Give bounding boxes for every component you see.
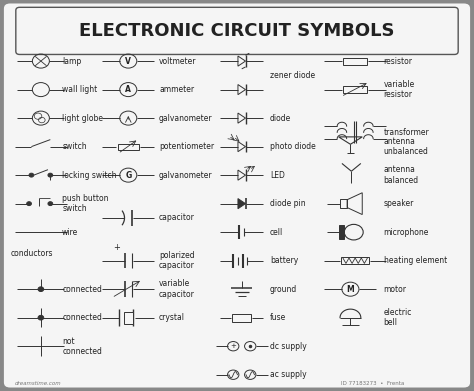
Text: switch: switch bbox=[62, 142, 87, 151]
Text: dc supply: dc supply bbox=[270, 342, 307, 351]
Text: heating element: heating element bbox=[383, 256, 447, 265]
FancyBboxPatch shape bbox=[16, 7, 458, 54]
Bar bbox=[232, 314, 251, 321]
Text: connected: connected bbox=[62, 285, 102, 294]
Text: zener diode: zener diode bbox=[270, 71, 315, 80]
Text: resistor: resistor bbox=[383, 57, 412, 66]
Text: V: V bbox=[125, 57, 131, 66]
Text: wall light: wall light bbox=[62, 85, 97, 94]
FancyBboxPatch shape bbox=[3, 3, 471, 388]
Text: fuse: fuse bbox=[270, 313, 286, 322]
Text: diode pin: diode pin bbox=[270, 199, 306, 208]
Text: transformer: transformer bbox=[383, 128, 429, 137]
Text: antenna
unbalanced: antenna unbalanced bbox=[383, 137, 428, 156]
Text: A: A bbox=[125, 85, 131, 94]
Text: variable
capacitor: variable capacitor bbox=[159, 280, 195, 299]
Text: capacitor: capacitor bbox=[159, 213, 195, 222]
Circle shape bbox=[48, 202, 53, 206]
Text: cell: cell bbox=[270, 228, 283, 237]
Text: +: + bbox=[113, 243, 120, 252]
Text: M: M bbox=[346, 285, 354, 294]
Circle shape bbox=[27, 202, 31, 206]
Bar bbox=[338, 225, 344, 239]
Text: locking switch: locking switch bbox=[62, 170, 117, 179]
Bar bbox=[118, 143, 139, 150]
Text: lamp: lamp bbox=[62, 57, 82, 66]
Circle shape bbox=[29, 173, 34, 177]
Text: crystal: crystal bbox=[159, 313, 185, 322]
Text: photo diode: photo diode bbox=[270, 142, 316, 151]
Text: connected: connected bbox=[62, 313, 102, 322]
Text: +: + bbox=[230, 343, 236, 349]
Text: speaker: speaker bbox=[383, 199, 414, 208]
Text: G: G bbox=[125, 170, 131, 179]
Text: LED: LED bbox=[270, 170, 285, 179]
Text: ac supply: ac supply bbox=[270, 370, 307, 379]
Circle shape bbox=[48, 173, 53, 177]
Circle shape bbox=[38, 316, 44, 320]
Text: potentiometer: potentiometer bbox=[159, 142, 214, 151]
Text: ELECTRONIC CIRCUIT SYMBOLS: ELECTRONIC CIRCUIT SYMBOLS bbox=[79, 22, 395, 40]
Text: ammeter: ammeter bbox=[159, 85, 194, 94]
Text: not
connected: not connected bbox=[62, 337, 102, 356]
Text: galvanometer: galvanometer bbox=[159, 170, 213, 179]
Text: motor: motor bbox=[383, 285, 407, 294]
Text: variable
resistor: variable resistor bbox=[383, 80, 415, 99]
Circle shape bbox=[38, 287, 44, 292]
Text: diode: diode bbox=[270, 114, 292, 123]
Text: voltmeter: voltmeter bbox=[159, 57, 197, 66]
Text: ground: ground bbox=[270, 285, 297, 294]
Text: push button
switch: push button switch bbox=[62, 194, 109, 213]
Text: antenna
balanced: antenna balanced bbox=[383, 165, 419, 185]
Text: ID 77183273  •  Frenta: ID 77183273 • Frenta bbox=[341, 380, 404, 386]
Text: battery: battery bbox=[270, 256, 298, 265]
Text: polarized
capacitor: polarized capacitor bbox=[159, 251, 195, 270]
Bar bbox=[339, 199, 347, 208]
Text: dreamstime.com: dreamstime.com bbox=[15, 380, 62, 386]
Polygon shape bbox=[238, 199, 246, 209]
Text: light globe: light globe bbox=[62, 114, 103, 123]
Text: electric
bell: electric bell bbox=[383, 308, 412, 327]
Text: microphone: microphone bbox=[383, 228, 429, 237]
Bar bbox=[341, 257, 369, 264]
Text: conductors: conductors bbox=[10, 249, 53, 258]
Bar bbox=[343, 57, 367, 65]
Text: wire: wire bbox=[62, 228, 78, 237]
Text: galvanometer: galvanometer bbox=[159, 114, 213, 123]
Bar bbox=[124, 312, 133, 323]
Bar bbox=[343, 86, 367, 93]
